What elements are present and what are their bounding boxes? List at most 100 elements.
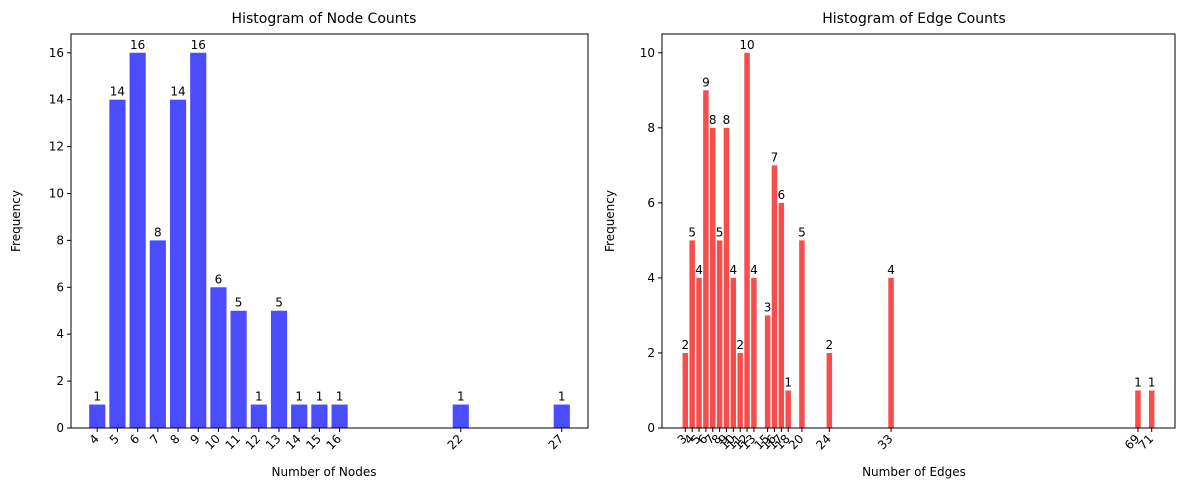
- y-tick-group: 0 2 4 6 8 10: [640, 46, 662, 435]
- bar-value-label: 2: [826, 338, 834, 352]
- bar: [716, 240, 723, 428]
- bar-value-label: 10: [739, 38, 754, 52]
- bar-value-label: 14: [110, 85, 125, 99]
- bar-value-label: 6: [778, 188, 786, 202]
- bar-value-label: 1: [316, 390, 324, 404]
- bar-value-label: 1: [336, 390, 344, 404]
- x-axis-label: Number of Nodes: [272, 465, 377, 479]
- bar: [696, 277, 702, 428]
- bar: [826, 352, 833, 428]
- bar-value-label: 4: [750, 263, 758, 277]
- bar-value-label: 5: [716, 225, 724, 239]
- bar: [785, 390, 791, 428]
- bar-value-label: 8: [154, 225, 162, 239]
- y-tick-label: 6: [647, 196, 655, 210]
- y-tick-label: 6: [56, 280, 64, 294]
- bar-value-label: 5: [798, 225, 806, 239]
- bar-value-label: 3: [764, 300, 772, 314]
- bar: [689, 240, 695, 428]
- bar-value-label: 5: [275, 296, 283, 310]
- bar-value-label: 6: [215, 272, 223, 286]
- y-tick-label: 2: [647, 346, 655, 360]
- bar: [778, 202, 785, 428]
- bar: [771, 165, 778, 428]
- bar: [723, 127, 730, 428]
- chart-title: Histogram of Node Counts: [232, 11, 417, 27]
- bar-value-label: 14: [170, 85, 185, 99]
- bar: [331, 404, 348, 428]
- bar-value-label: 2: [736, 338, 744, 352]
- y-tick-label: 16: [49, 46, 64, 60]
- bar: [270, 310, 288, 428]
- bar-value-label: 8: [709, 113, 717, 127]
- bar: [311, 404, 328, 428]
- bar: [89, 404, 106, 428]
- y-tick-label: 12: [49, 140, 64, 154]
- bar-value-label: 1: [93, 390, 101, 404]
- bar-value-label: 1: [255, 390, 263, 404]
- chart-title: Histogram of Edge Counts: [822, 11, 1006, 27]
- y-tick-label: 8: [647, 121, 655, 135]
- y-axis-label: Frequency: [9, 190, 23, 252]
- bar-value-label: 4: [730, 263, 738, 277]
- bar-value-label: 5: [235, 296, 243, 310]
- bar: [129, 52, 146, 428]
- bar: [744, 52, 750, 428]
- y-tick-label: 2: [56, 374, 64, 388]
- node-count-histogram: Histogram of Node Counts Frequency Numbe…: [9, 11, 589, 479]
- bar-value-label: 16: [191, 38, 206, 52]
- plot-frame: [70, 33, 589, 429]
- bar: [230, 310, 247, 428]
- bar-value-label: 8: [723, 113, 731, 127]
- bar: [291, 404, 308, 428]
- y-tick-label: 0: [56, 421, 64, 435]
- bar-value-label: 4: [695, 263, 703, 277]
- y-tick-label: 0: [647, 421, 655, 435]
- bar: [190, 52, 207, 428]
- plot-frame: [661, 33, 1176, 429]
- bar-value-label: 1: [784, 375, 792, 389]
- bar-value-label: 1: [1134, 375, 1142, 389]
- bar-series: [89, 52, 570, 429]
- bar-value-label: 2: [681, 338, 689, 352]
- y-axis-label: Frequency: [603, 190, 617, 252]
- bar-value-label: 16: [130, 38, 145, 52]
- bar-value-label: 9: [702, 75, 710, 89]
- bar: [730, 277, 737, 428]
- bar-series: [682, 52, 1155, 428]
- bar: [553, 404, 570, 428]
- y-tick-label: 4: [647, 271, 655, 285]
- bar-value-label: 7: [771, 150, 779, 164]
- y-tick-label: 10: [640, 46, 655, 60]
- bar: [799, 240, 805, 428]
- bar: [888, 277, 894, 428]
- y-tick-label: 4: [56, 327, 64, 341]
- edge-count-histogram: Histogram of Edge Counts Frequency Numbe…: [603, 11, 1176, 479]
- y-tick-label: 10: [49, 186, 64, 200]
- bar: [710, 127, 716, 428]
- bar: [452, 404, 469, 428]
- bar-value-label: 4: [887, 263, 895, 277]
- bar-value-label: 1: [558, 390, 566, 404]
- bar: [109, 99, 126, 429]
- y-tick-label: 14: [49, 93, 64, 107]
- bar: [682, 352, 689, 428]
- x-axis-label: Number of Edges: [862, 465, 966, 479]
- bar: [149, 240, 166, 428]
- bar-value-label: 1: [295, 390, 303, 404]
- y-tick-group: 0 2 4 6 8 10 12 14 16: [49, 46, 71, 435]
- bar: [764, 315, 771, 428]
- bar: [169, 99, 187, 429]
- bar-value-label: 5: [688, 225, 696, 239]
- bar: [210, 287, 227, 428]
- bar: [703, 90, 709, 428]
- bar-value-label: 1: [1148, 375, 1156, 389]
- bar: [737, 352, 743, 428]
- bar: [1148, 390, 1155, 428]
- bar: [1135, 390, 1141, 428]
- bar: [250, 404, 267, 428]
- bar: [751, 277, 757, 428]
